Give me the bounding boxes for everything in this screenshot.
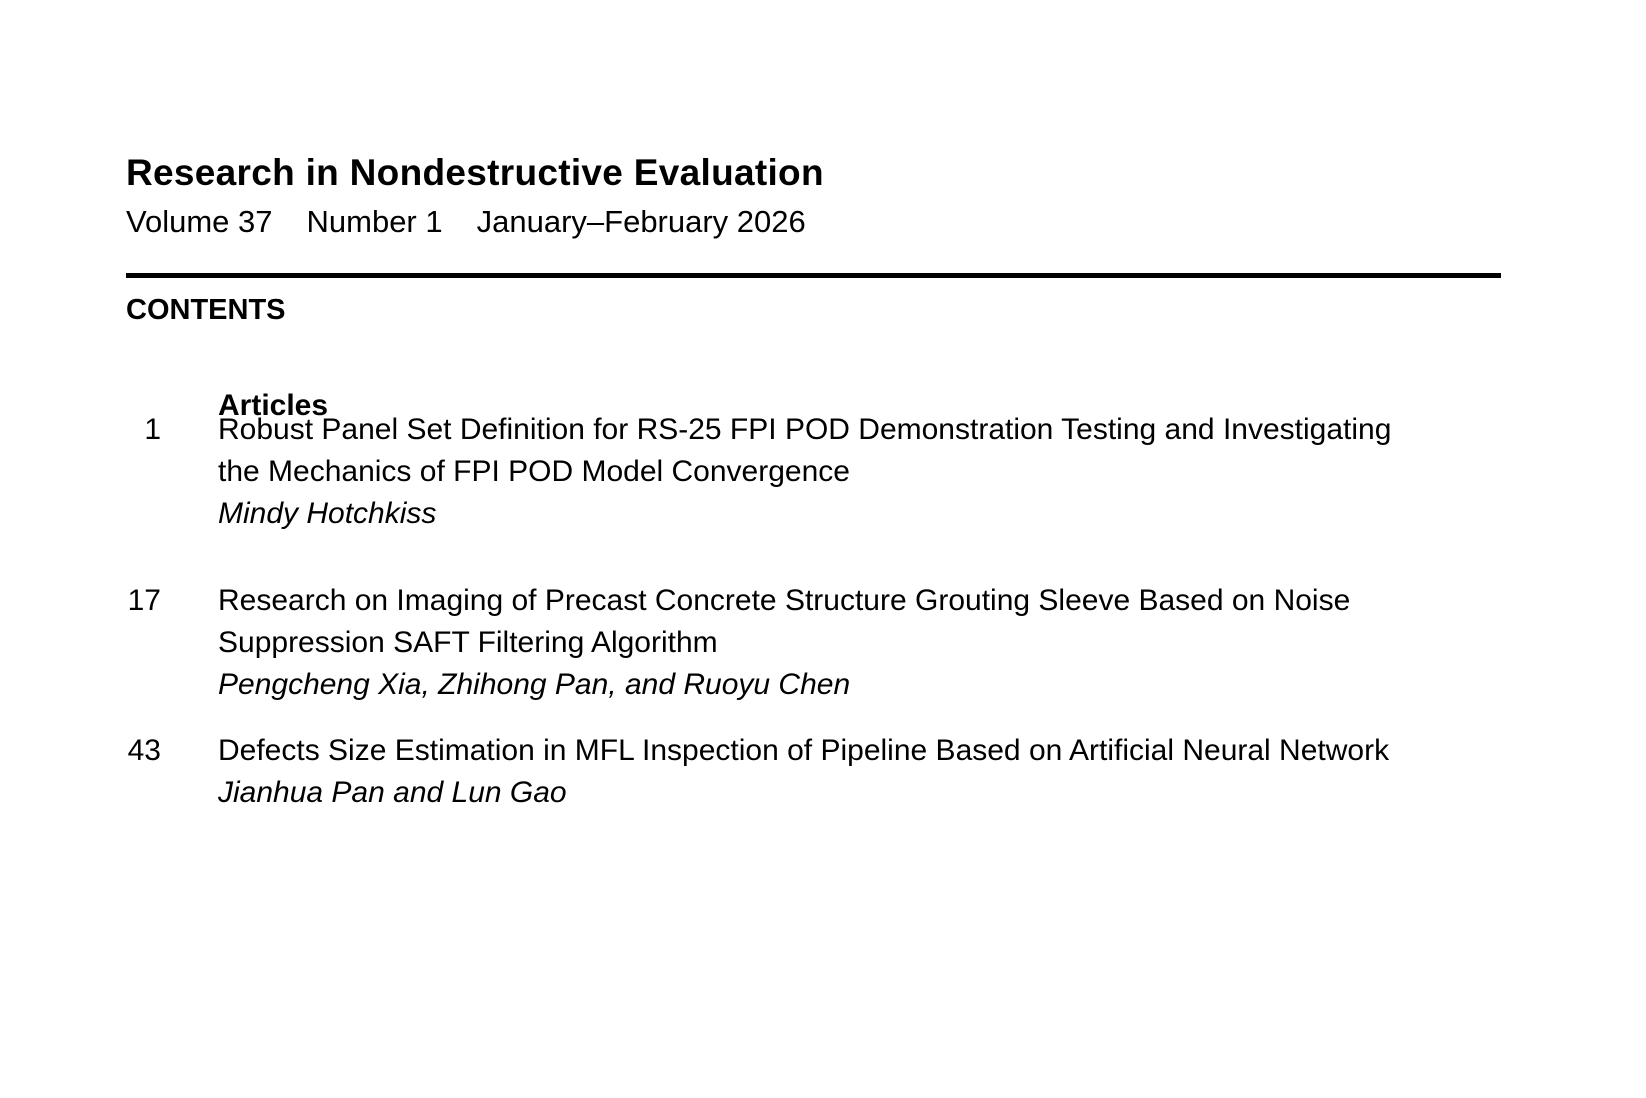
article-authors: Jianhua Pan and Lun Gao (218, 776, 567, 809)
article-authors: Mindy Hotchkiss (218, 497, 437, 530)
contents-heading: CONTENTS (126, 294, 286, 326)
page-number: 43 (127, 734, 161, 767)
issue-number: Number 1 (306, 204, 443, 239)
article-title-line: Defects Size Estimation in MFL Inspectio… (218, 734, 1390, 767)
article-authors: Pengcheng Xia, Zhihong Pan, and Ruoyu Ch… (218, 668, 851, 701)
article-title-line: the Mechanics of FPI POD Model Convergen… (218, 455, 850, 488)
page-number: 17 (127, 584, 161, 617)
article-title-line: Suppression SAFT Filtering Algorithm (218, 626, 718, 659)
article-title-line: Robust Panel Set Definition for RS-25 FP… (218, 413, 1392, 446)
volume: Volume 37 (126, 204, 273, 239)
issue-info: Volume 37 Number 1 January–February 2026 (126, 204, 840, 240)
page-number: 1 (144, 413, 161, 446)
section-heading: Articles (218, 389, 329, 422)
issue-date: January–February 2026 (476, 204, 806, 239)
article-title-line: Research on Imaging of Precast Concrete … (218, 584, 1351, 617)
divider-rule (126, 273, 1501, 278)
journal-title: Research in Nondestructive Evaluation (126, 152, 824, 193)
